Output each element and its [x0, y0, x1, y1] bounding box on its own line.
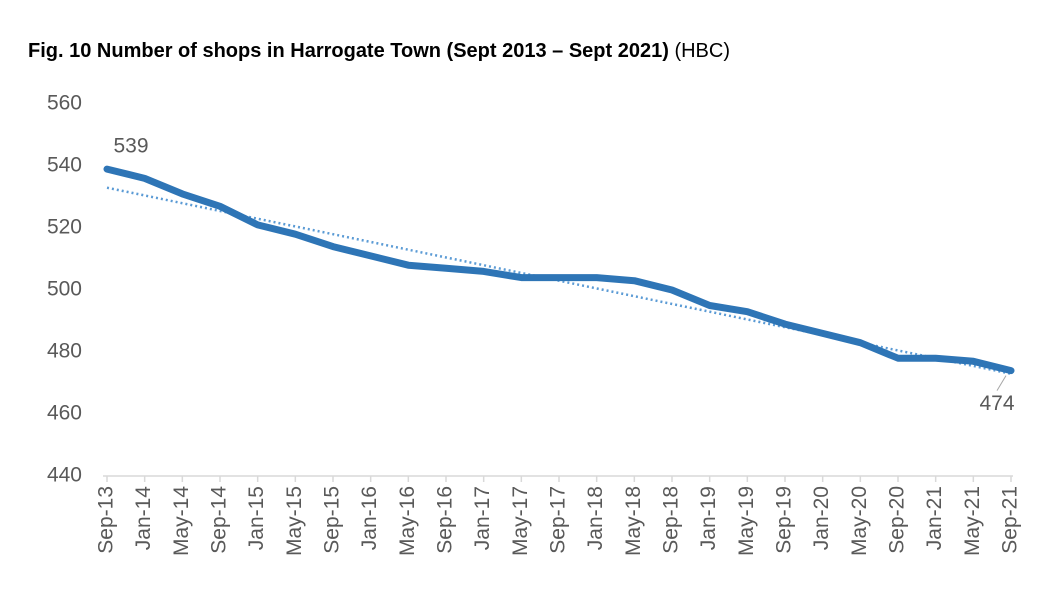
- y-tick-label: 460: [47, 402, 82, 425]
- x-tick-label: Sep-21: [999, 486, 1022, 554]
- data-label: 474: [979, 392, 1014, 415]
- x-tick-label: Jan-16: [358, 486, 381, 550]
- label-leader: [996, 375, 1007, 391]
- x-tick-label: Sep-13: [95, 486, 118, 554]
- x-tick-label: Sep-14: [208, 486, 231, 554]
- x-tick-label: Jan-14: [132, 486, 155, 551]
- x-tick-label: Sep-15: [321, 486, 344, 554]
- y-tick-label: 440: [47, 464, 82, 487]
- x-tick-label: May-19: [735, 486, 758, 556]
- x-tick-label: Jan-20: [810, 486, 833, 550]
- y-tick-label: 480: [47, 340, 82, 363]
- x-tick-label: May-16: [396, 486, 419, 556]
- chart-title: Fig. 10 Number of shops in Harrogate Tow…: [28, 40, 730, 62]
- x-tick-label: Sep-20: [886, 486, 909, 554]
- source-text: (HBC): [674, 40, 730, 62]
- data-label: 539: [113, 135, 148, 158]
- x-tick-label: Sep-16: [434, 486, 457, 554]
- x-tick-label: May-17: [509, 486, 532, 556]
- x-tick-label: May-18: [622, 486, 645, 556]
- y-tick-label: 540: [47, 154, 82, 177]
- x-tick-label: Jan-15: [245, 486, 268, 550]
- data-line: [103, 165, 1015, 375]
- x-tick-label: Jan-17: [471, 486, 494, 550]
- x-tick-label: May-21: [961, 486, 984, 556]
- x-tick-label: Jan-18: [584, 486, 607, 550]
- x-tick-label: May-20: [848, 486, 871, 556]
- title-text: Fig. 10 Number of shops in Harrogate Tow…: [28, 40, 669, 62]
- x-tick-label: Sep-17: [547, 486, 570, 554]
- x-tick-label: Sep-19: [773, 486, 796, 554]
- x-tick-label: May-14: [170, 486, 193, 556]
- y-tick-label: 500: [47, 278, 82, 301]
- x-tick-label: Jan-21: [923, 486, 946, 550]
- y-tick-label: 520: [47, 216, 82, 239]
- x-tick-label: May-15: [283, 486, 306, 556]
- y-tick-label: 560: [47, 92, 82, 115]
- x-tick-label: Jan-19: [697, 486, 720, 550]
- x-tick-label: Sep-18: [660, 486, 683, 554]
